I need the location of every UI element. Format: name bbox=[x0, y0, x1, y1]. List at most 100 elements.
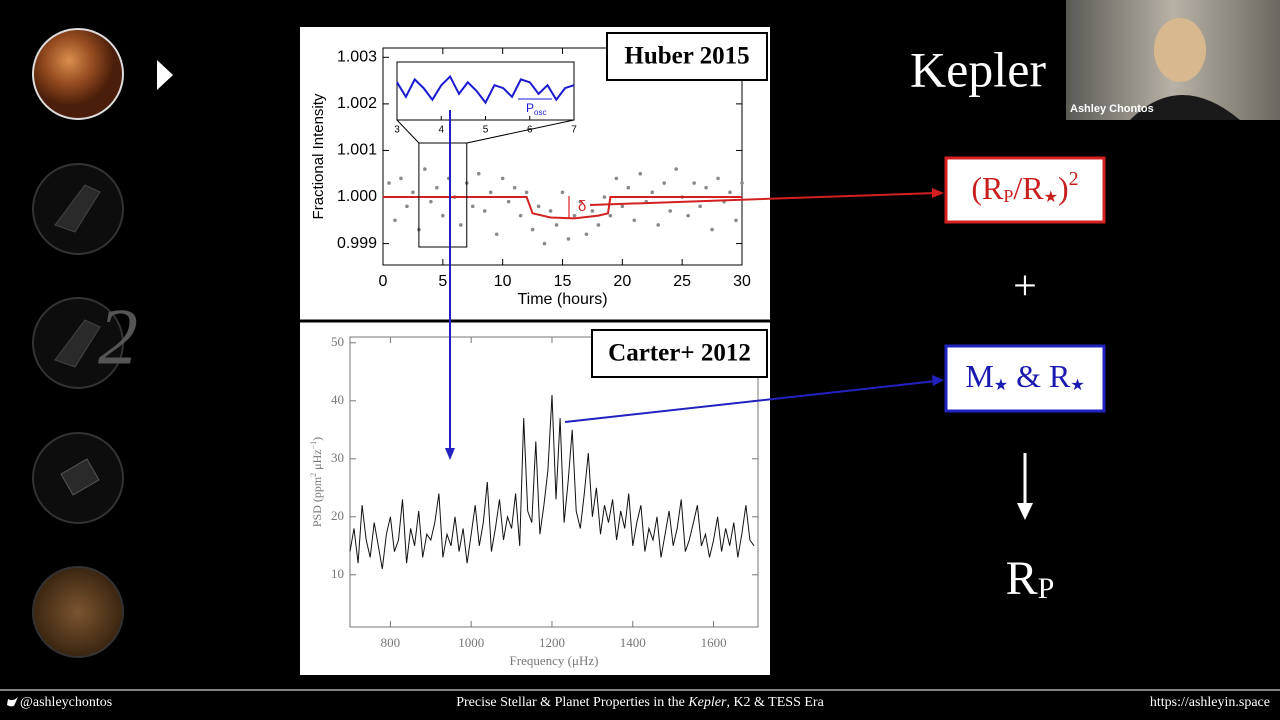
person-shape bbox=[1130, 95, 1240, 120]
x-tick-label: 15 bbox=[554, 273, 572, 290]
formula-sub: ★ bbox=[1044, 189, 1058, 206]
arrow-head bbox=[932, 188, 944, 198]
inset-tick-label: 7 bbox=[571, 125, 577, 136]
y-axis-label: PSD (ppm2 μHz−1) bbox=[309, 437, 324, 527]
data-point bbox=[626, 185, 631, 190]
x-tick-label: 1200 bbox=[539, 635, 565, 650]
data-point bbox=[638, 171, 643, 176]
y-tick-label: 1.003 bbox=[337, 49, 377, 66]
data-point bbox=[674, 167, 678, 171]
star-icon[interactable] bbox=[32, 566, 124, 658]
y-tick-label: 20 bbox=[331, 508, 344, 523]
y-axis-label-part: −1 bbox=[309, 441, 318, 450]
chart-title: Carter+ 2012 bbox=[608, 340, 751, 367]
data-point bbox=[500, 176, 505, 181]
data-point bbox=[716, 176, 720, 181]
axes-frame bbox=[349, 336, 759, 628]
data-point bbox=[393, 218, 397, 223]
data-point bbox=[590, 209, 595, 213]
data-point bbox=[698, 204, 702, 209]
y-axis-label-part: ) bbox=[310, 437, 324, 441]
y-tick-label: 0.999 bbox=[337, 235, 377, 252]
data-point bbox=[411, 190, 415, 195]
inset-tick-label: 6 bbox=[527, 125, 533, 136]
model-line bbox=[383, 196, 742, 220]
data-point bbox=[458, 223, 463, 227]
person-shape bbox=[1154, 18, 1206, 82]
result: RP bbox=[1006, 552, 1055, 605]
formula-part: & R bbox=[1008, 358, 1071, 394]
arrow bbox=[564, 380, 937, 423]
arrow bbox=[589, 192, 937, 206]
x-tick-label: 10 bbox=[494, 273, 512, 290]
y-tick-label: 30 bbox=[331, 450, 344, 465]
twitter-icon bbox=[7, 697, 18, 707]
x-tick-label: 1600 bbox=[701, 635, 727, 650]
data-point bbox=[482, 209, 487, 213]
data-point bbox=[542, 241, 547, 246]
ratio-box bbox=[944, 156, 1106, 224]
data-point bbox=[578, 199, 583, 204]
data-point bbox=[668, 209, 672, 213]
formula-sub: ★ bbox=[1070, 377, 1084, 394]
arrow-head bbox=[445, 448, 455, 460]
y-tick-label: 10 bbox=[331, 566, 344, 581]
formula-part: (R bbox=[971, 170, 1004, 206]
data-point bbox=[536, 204, 541, 209]
title-box bbox=[591, 329, 768, 378]
data-point bbox=[518, 213, 523, 218]
title-part: Precise Stellar & Planet Properties in t… bbox=[456, 695, 688, 710]
planet-icon[interactable] bbox=[32, 28, 124, 120]
x-tick-label: 1000 bbox=[458, 635, 484, 650]
data-point bbox=[710, 227, 714, 232]
data-point bbox=[608, 213, 613, 218]
data-point bbox=[524, 190, 529, 195]
ratio-formula: (RP/R★)2 bbox=[971, 168, 1078, 207]
data-point bbox=[596, 223, 601, 227]
data-point bbox=[399, 176, 403, 181]
formula-part: M bbox=[965, 358, 993, 394]
formula-sub: P bbox=[1038, 572, 1055, 605]
arrow-head bbox=[932, 375, 944, 386]
data-point bbox=[554, 223, 559, 227]
data-point bbox=[728, 190, 732, 195]
data-point bbox=[734, 218, 738, 223]
inset-tick-label: 5 bbox=[483, 125, 489, 136]
y-axis-label: Fractional Intensity bbox=[310, 93, 327, 219]
y-tick-label: 50 bbox=[331, 334, 344, 349]
data-point bbox=[387, 181, 391, 185]
data-point bbox=[692, 181, 696, 185]
data-point bbox=[632, 218, 637, 223]
zoom-region bbox=[418, 142, 468, 248]
data-point bbox=[494, 232, 499, 237]
data-point bbox=[470, 204, 475, 209]
data-point bbox=[530, 227, 535, 232]
footer-url[interactable]: https://ashleyin.space bbox=[1150, 695, 1270, 710]
data-point bbox=[566, 237, 571, 241]
data-point bbox=[441, 213, 445, 218]
annotation: δ bbox=[578, 198, 586, 215]
inset-tick-label: 3 bbox=[394, 125, 400, 136]
zoom-connector bbox=[466, 119, 575, 144]
y-axis-label-part: PSD (ppm bbox=[310, 476, 324, 527]
data-point bbox=[488, 190, 493, 195]
data-point bbox=[506, 199, 511, 204]
formula-sup: 2 bbox=[1069, 168, 1079, 190]
k2-label: 2 bbox=[98, 293, 138, 381]
title-part: Kepler bbox=[687, 695, 727, 710]
formula-part: R bbox=[1006, 552, 1038, 605]
formula-part: /R bbox=[1013, 170, 1044, 206]
formula-sub: P bbox=[1003, 186, 1013, 206]
footer-title: Precise Stellar & Planet Properties in t… bbox=[456, 695, 824, 710]
data-point bbox=[584, 232, 589, 237]
data-point bbox=[686, 213, 690, 218]
x-axis-label: Time (hours) bbox=[517, 291, 607, 308]
inset-line bbox=[396, 74, 575, 105]
data-point bbox=[662, 181, 667, 185]
x-tick-label: 5 bbox=[438, 273, 447, 290]
formula-part: ) bbox=[1058, 170, 1069, 206]
inset-tick-label: 4 bbox=[438, 125, 444, 136]
data-point bbox=[476, 171, 481, 176]
zoom-connector bbox=[396, 119, 420, 144]
x-tick-label: 1400 bbox=[620, 635, 646, 650]
